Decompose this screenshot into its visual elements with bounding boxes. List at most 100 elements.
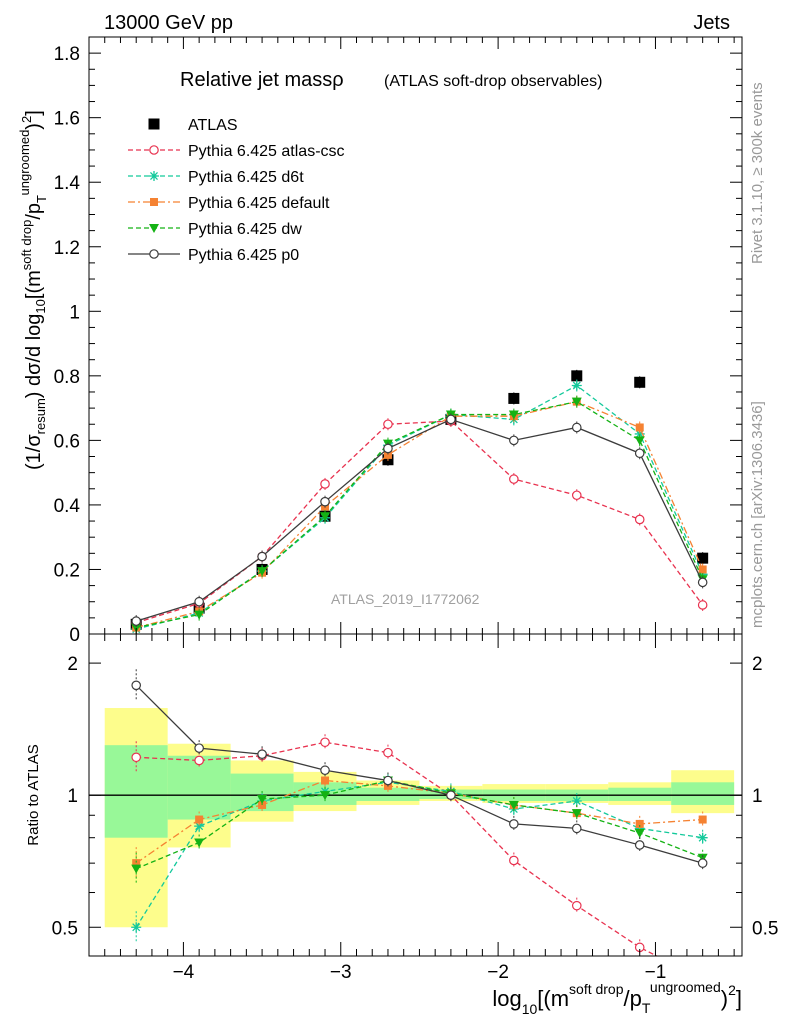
point-atlas_csc <box>383 419 393 430</box>
legend-marker-default <box>150 198 158 206</box>
point-dw <box>571 397 582 407</box>
ratio-y-tick-label-right: 1 <box>752 786 763 807</box>
ratio-point-dw <box>257 795 268 805</box>
ratio-y-tick-label-right: 0.5 <box>752 918 778 939</box>
ratio-point-d6t <box>697 832 708 843</box>
ratio-point-d6t <box>194 821 205 832</box>
ratio-point-p0 <box>634 840 645 850</box>
point-p0 <box>383 443 393 454</box>
ratio-y-axis-label: Ratio to ATLAS <box>25 744 42 845</box>
point-p0 <box>194 596 204 607</box>
x-axis-label: log10[(msoft drop/pTungroomed)2] <box>492 979 742 1017</box>
main-y-tick-label: 0 <box>69 625 80 646</box>
plot-title: Relative jet massρ <box>180 69 344 91</box>
ratio-point-p0 <box>257 749 267 759</box>
ratio-point-atlas_csc <box>131 752 142 763</box>
ratio-point-p0 <box>320 765 330 776</box>
ratio-panel: 0.5 0.5 1 1 2 2 −4 −3 −2 −1 Ratio to ATLAS log10… <box>25 633 779 1017</box>
main-x-ticks <box>104 37 735 634</box>
main-y-tick-label: 1.4 <box>54 173 81 194</box>
ratio-point-default <box>635 819 644 828</box>
ratio-point-p0 <box>571 823 582 834</box>
point-p0 <box>697 577 708 588</box>
main-y-tick-label: 0.6 <box>54 431 80 452</box>
ratio-point-atlas_csc <box>383 747 393 758</box>
ratio-point-default <box>321 776 330 785</box>
legend-label-default: Pythia 6.425 default <box>188 195 330 212</box>
legend-label-atlas_csc: Pythia 6.425 atlas-csc <box>188 143 345 160</box>
ratio-point-default <box>132 859 141 868</box>
point-atlas_csc <box>634 514 645 525</box>
main-y-tick-label: 0.2 <box>54 560 80 581</box>
ratio-point-atlas_csc <box>320 737 330 748</box>
legend-marker-d6t <box>149 171 159 181</box>
point-default <box>383 450 392 459</box>
ratio-data-layer <box>89 669 742 956</box>
main-y-tick-label: 1.2 <box>54 238 80 259</box>
legend-marker-p0 <box>149 249 159 259</box>
legend-label-d6t: Pythia 6.425 d6t <box>188 169 304 186</box>
series-line-default <box>136 400 704 629</box>
ratio-line-atlas_csc <box>136 741 659 956</box>
ratio-point-p0 <box>194 743 204 753</box>
legend-marker-atlas_csc <box>149 145 159 155</box>
point-atlas_csc <box>571 490 582 501</box>
series-line-dw <box>136 400 704 629</box>
point-dw <box>634 436 645 446</box>
ratio-point-atlas_csc <box>509 855 519 866</box>
ratio-point-dw <box>131 864 142 874</box>
uncertainty-band-inner <box>671 782 735 805</box>
ratio-point-dw <box>571 809 582 819</box>
point-atlas_csc <box>320 479 330 489</box>
ratio-line-default <box>135 779 703 864</box>
ratio-point-dw <box>508 800 519 810</box>
point-default <box>698 565 707 574</box>
ratio-point-atlas_csc <box>194 755 204 766</box>
x-tick-label: −2 <box>487 962 509 983</box>
x-tick-label: −3 <box>330 962 352 983</box>
uncertainty-band-inner <box>356 787 420 801</box>
point-ATLAS <box>508 392 520 404</box>
legend: ATLAS Pythia 6.425 atlas-csc Pythia 6.425 … <box>128 117 345 264</box>
mcplots-label: mcplots.cern.ch [arXiv:1306.3436] <box>749 401 766 628</box>
ratio-point-p0 <box>509 819 519 829</box>
ratio-point-default <box>698 815 707 824</box>
series-line-atlas_csc <box>136 420 704 624</box>
main-y-axis: 0 0.2 0.4 0.6 0.8 1 1.2 1.4 1.6 1.8 <box>54 36 742 646</box>
point-p0 <box>320 496 330 507</box>
ratio-point-atlas_csc <box>571 900 582 911</box>
series-line-d6t <box>136 384 704 630</box>
ratio-y-axis: 0.5 0.5 1 1 2 2 <box>52 654 779 939</box>
ratio-point-d6t <box>571 795 582 806</box>
uncertainty-band-inner <box>608 787 672 801</box>
legend-label-p0: Pythia 6.425 p0 <box>188 247 299 264</box>
point-atlas_csc <box>697 600 708 610</box>
ratio-point-dw <box>320 791 331 801</box>
x-tick-label: −1 <box>645 962 667 983</box>
point-p0 <box>634 448 645 459</box>
ratio-line-dw <box>135 779 703 870</box>
legend-marker-dw <box>149 224 159 233</box>
ratio-point-p0 <box>446 790 456 800</box>
ratio-line-p0 <box>135 684 703 864</box>
point-d6t <box>634 428 645 439</box>
ratio-point-dw <box>697 853 708 863</box>
main-data-layer <box>130 369 709 634</box>
ratio-point-p0 <box>383 775 393 786</box>
plot-subtitle: (ATLAS soft-drop observables) <box>384 73 602 90</box>
point-d6t <box>571 380 582 391</box>
point-p0 <box>446 414 456 425</box>
main-y-tick-label: 0.8 <box>54 367 80 388</box>
point-ATLAS <box>571 370 583 382</box>
point-dw <box>320 512 331 522</box>
point-atlas_csc <box>509 474 519 484</box>
header-right: Jets <box>693 12 730 34</box>
point-dw <box>194 610 205 620</box>
ratio-point-dw <box>194 838 205 848</box>
point-p0 <box>257 551 267 562</box>
point-dw <box>257 567 268 577</box>
header-left: 13000 GeV pp <box>104 12 233 34</box>
analysis-watermark: ATLAS_2019_I1772062 <box>331 591 480 607</box>
main-y-axis-label: (1/σresum) dσ/d log10[(msoft drop/pTungr… <box>17 110 49 470</box>
